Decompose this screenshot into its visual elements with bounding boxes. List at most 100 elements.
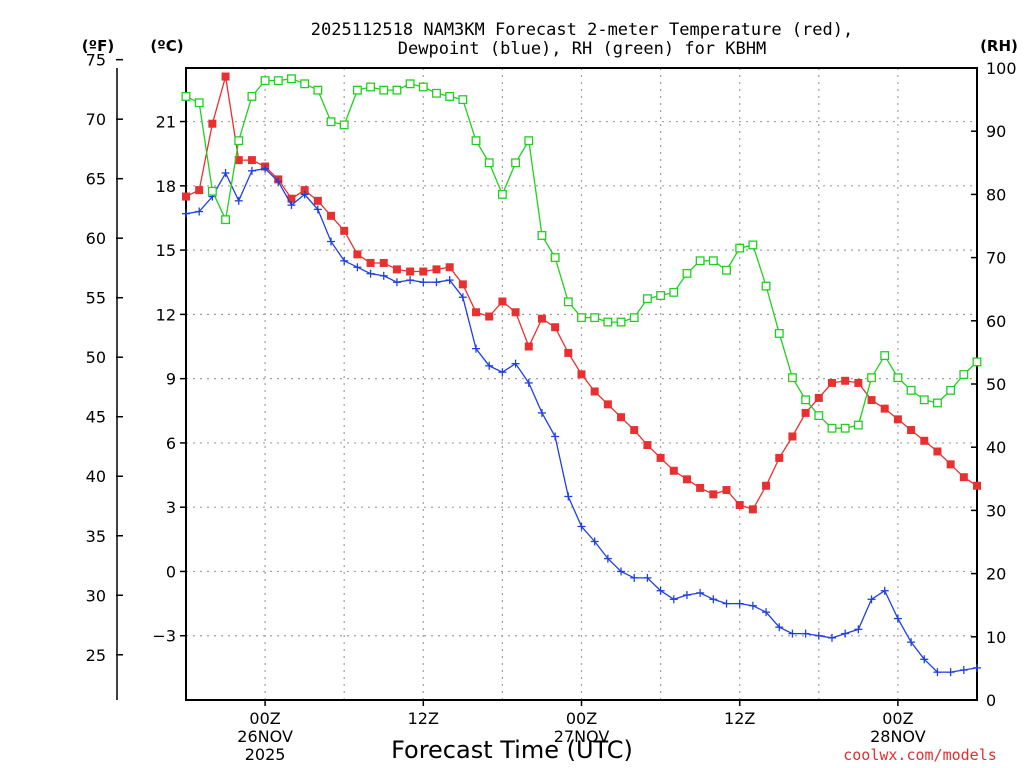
rh-tick-label: 0 [986,691,996,710]
dewpoint-point [445,276,454,285]
rh-point [405,79,415,89]
rh-point [432,88,441,98]
x-tick-label: 00Z [566,709,597,728]
rh-point [537,231,547,240]
dewpoint-point [973,663,981,672]
dewpoint-point [696,588,705,597]
celsius-tick-label: 18 [156,177,176,196]
temperature-point [735,501,744,510]
rh-point [959,370,969,379]
temperature-point [564,348,573,357]
celsius-tick-label: 12 [156,305,176,324]
dewpoint-point [867,595,876,604]
temperature-point [208,119,217,128]
dewpoint-point [854,625,863,634]
dewpoint-point [603,554,612,563]
rh-point [590,313,600,323]
rh-point [247,91,257,101]
temperature-point [590,387,599,396]
dewpoint-point [788,629,797,638]
rh-tick-label: 10 [986,628,1006,647]
dewpoint-point [366,269,375,278]
temperature-point [775,453,784,462]
temperature-point [524,342,533,351]
temperature-point [748,505,757,514]
dewpoint-point [379,271,388,280]
rh-tick-label: 40 [986,438,1006,457]
rh-point [801,395,811,405]
dewpoint-point [946,668,955,677]
temperature-point [762,481,771,490]
dewpoint-point [432,278,441,287]
rh-axis-unit: (RH) [980,37,1018,55]
dewpoint-point [182,209,190,218]
temperature-point [841,376,850,385]
temperature-point [656,453,665,462]
rh-tick-label: 90 [986,122,1006,141]
rh-point [234,136,244,146]
temperature-point [445,263,454,272]
rh-point [919,395,929,405]
dewpoint-point [933,668,942,677]
celsius-tick-label: 6 [166,434,176,453]
dewpoint-point [682,591,691,600]
temperature-point [933,447,942,456]
temperature-point [630,426,639,435]
temperature-point [880,404,889,413]
rh-point [787,373,797,383]
temperature-point [313,196,322,205]
rh-tick-label: 70 [986,249,1006,268]
rh-point [418,82,428,92]
rh-point [603,317,613,327]
rh-point [392,85,402,95]
rh-point [827,423,837,433]
rh-point [682,268,692,278]
dewpoint-point [735,599,744,608]
fahrenheit-tick-label: 25 [86,646,106,665]
rh-point [458,95,468,105]
dewpoint-point [893,614,902,623]
rh-point [577,313,586,323]
dewpoint-point [841,629,850,638]
rh-point [352,85,362,95]
dewpoint-point [419,278,428,287]
fahrenheit-tick-label: 50 [86,348,106,367]
rh-point [933,398,942,408]
dewpoint-point [524,378,533,387]
rh-tick-label: 80 [986,185,1006,204]
dewpoint-point [762,608,771,617]
fahrenheit-tick-label: 65 [86,170,106,189]
dewpoint-point [287,201,296,210]
celsius-tick-label: −3 [152,627,176,646]
dewpoint-point [511,359,520,368]
temperature-point [669,466,678,475]
rh-point [616,317,626,327]
dewpoint-point [327,237,336,246]
rh-point [497,189,507,199]
rh-tick-label: 50 [986,375,1006,394]
temperature-point [485,312,494,321]
dewpoint-point [669,595,678,604]
rh-point [748,240,758,250]
dewpoint-point [814,631,823,640]
temperature-point [551,323,560,332]
rh-point [550,253,560,263]
rh-point [273,76,283,86]
x-tick-label: 27NOV [554,727,610,746]
rh-point [774,328,784,338]
x-tick-label: 2025 [245,745,286,764]
dewpoint-point [722,599,731,608]
dewpoint-point [300,190,309,199]
temperature-point [537,314,546,323]
rh-point [471,136,481,146]
data-series [181,72,982,677]
rh-point [972,357,982,367]
rh-point [563,297,573,307]
x-tick-label: 12Z [408,709,439,728]
temperature-point [946,460,955,469]
temperature-point [511,308,520,317]
x-tick-label: 00Z [882,709,913,728]
dewpoint-point [775,623,784,632]
temperature-point [340,226,349,235]
temperature-point [577,370,586,379]
